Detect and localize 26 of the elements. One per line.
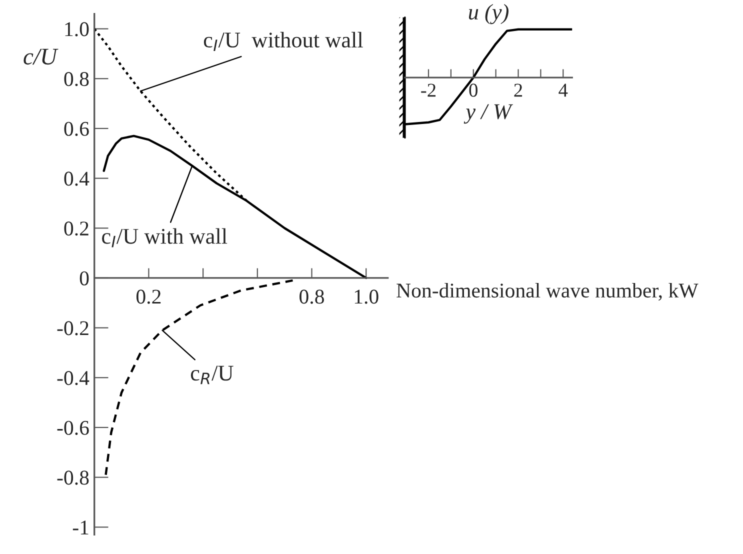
x-tick-label: 4 [558,84,568,97]
x-tick-label: -2 [421,84,436,97]
y-tick-label: 0.4 [64,172,90,186]
x-tick-label: 0.2 [136,290,161,304]
y-tick-label: 1.0 [65,22,89,36]
y-tick-label: -0.8 [57,470,89,485]
line-series [104,279,294,476]
y-tick-label: -1 [72,520,88,534]
annotation: c$_{I}$/U with wall [102,228,228,248]
y-axis-title: c/U [24,48,58,65]
y-tick-label: -0.6 [57,420,89,435]
x-axis-title: Non-dimensional wave number, kW [396,282,698,301]
y-tick-label: -0.2 [57,321,88,336]
y-tick-label: 0.6 [64,122,89,136]
x-axis-title: y / W [464,104,514,124]
y-tick-label: 0.8 [64,72,89,86]
x-tick-label: 2 [514,84,522,97]
annotation: c$_{I}$/U without wall [204,32,363,51]
y-tick-label: 0.2 [64,222,88,236]
chart-title: u (y) [468,4,509,24]
x-tick-label: 1.0 [354,290,378,304]
y-tick-label: -0.4 [57,371,90,386]
x-tick-label: 0 [469,84,478,97]
x-tick-label: 0.8 [300,290,324,304]
y-tick-label: 0 [80,271,89,286]
annotation: c$_{R}$/U [190,366,234,384]
